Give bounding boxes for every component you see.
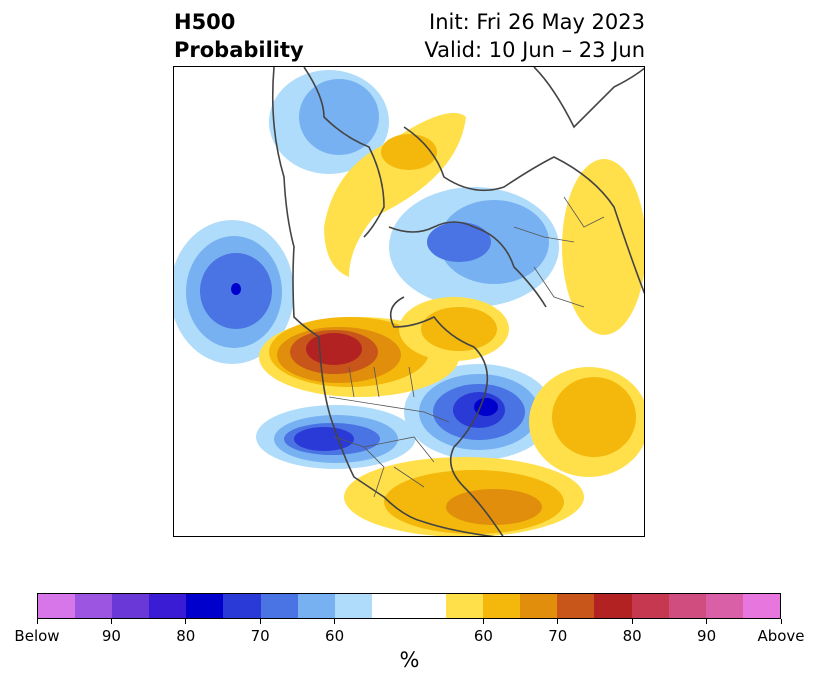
colorbar-tick-mark <box>557 619 559 624</box>
colorbar-unit-label: % <box>399 648 420 672</box>
colorbar-tick-label: 70 <box>250 627 270 645</box>
colorbar-tick-label: 80 <box>176 627 196 645</box>
colorbar-segment <box>557 594 595 618</box>
colorbar-segment <box>668 594 706 618</box>
map-title: H500 Probability <box>174 8 304 64</box>
colorbar-tick-label: 70 <box>548 627 568 645</box>
colorbar-segment <box>186 594 224 618</box>
colorbar-segment <box>260 594 298 618</box>
colorbar-tick-label: 90 <box>101 627 121 645</box>
colorbar-segment <box>483 594 521 618</box>
colorbar-segment <box>408 594 447 618</box>
colorbar-segment <box>742 594 780 618</box>
colorbar-tick-label: 90 <box>697 627 717 645</box>
colorbar-segment <box>631 594 669 618</box>
colorbar-segment <box>149 594 187 618</box>
colorbar-segment <box>446 594 484 618</box>
below-arctic-siberia <box>389 187 559 307</box>
colorbar-tick-mark <box>36 619 38 624</box>
above-hudson-bay <box>399 297 509 361</box>
colorbar-segment <box>371 594 409 618</box>
colorbar-segment <box>223 594 261 618</box>
colorbar-tick-mark <box>259 619 261 624</box>
probability-map <box>173 66 645 537</box>
colorbar-tick-mark <box>482 619 484 624</box>
above-atlantic <box>529 367 644 477</box>
colorbar-segment <box>38 594 76 618</box>
colorbar-tick-mark <box>706 619 708 624</box>
colorbar-segment <box>594 594 632 618</box>
colorbar-tick-mark <box>110 619 112 624</box>
colorbar-tick-mark <box>780 619 782 624</box>
valid-range: Valid: 10 Jun – 23 Jun <box>424 38 645 62</box>
colorbar-tick-label: Above <box>757 627 805 645</box>
below-western-us <box>256 405 416 469</box>
colorbar-segment <box>334 594 372 618</box>
colorbar-tick-mark <box>334 619 336 624</box>
colorbar-segment <box>112 594 150 618</box>
colorbar-tick-mark <box>631 619 633 624</box>
colorbar-tick-label: 60 <box>325 627 345 645</box>
coastlines <box>271 67 644 536</box>
map-canvas <box>174 67 644 536</box>
colorbar-tick-mark <box>185 619 187 624</box>
colorbar-tick-label: 60 <box>473 627 493 645</box>
below-eastern-canada <box>404 364 554 460</box>
colorbar-segment <box>520 594 558 618</box>
colorbar-tick-label: Below <box>14 627 60 645</box>
colorbar-segment <box>297 594 335 618</box>
init-date: Init: Fri 26 May 2023 <box>429 10 645 34</box>
colorbar-segment <box>75 594 113 618</box>
colorbar-tick-label: 80 <box>622 627 642 645</box>
title-product: Probability <box>174 38 304 62</box>
above-gulf-of-mexico <box>344 457 584 536</box>
borders <box>328 196 605 498</box>
map-subtitle: Init: Fri 26 May 2023 Valid: 10 Jun – 23… <box>424 8 645 64</box>
colorbar <box>37 593 781 619</box>
below-pacific <box>174 220 294 364</box>
above-europe <box>562 159 644 335</box>
colorbar-segment <box>705 594 743 618</box>
title-variable: H500 <box>174 10 236 34</box>
